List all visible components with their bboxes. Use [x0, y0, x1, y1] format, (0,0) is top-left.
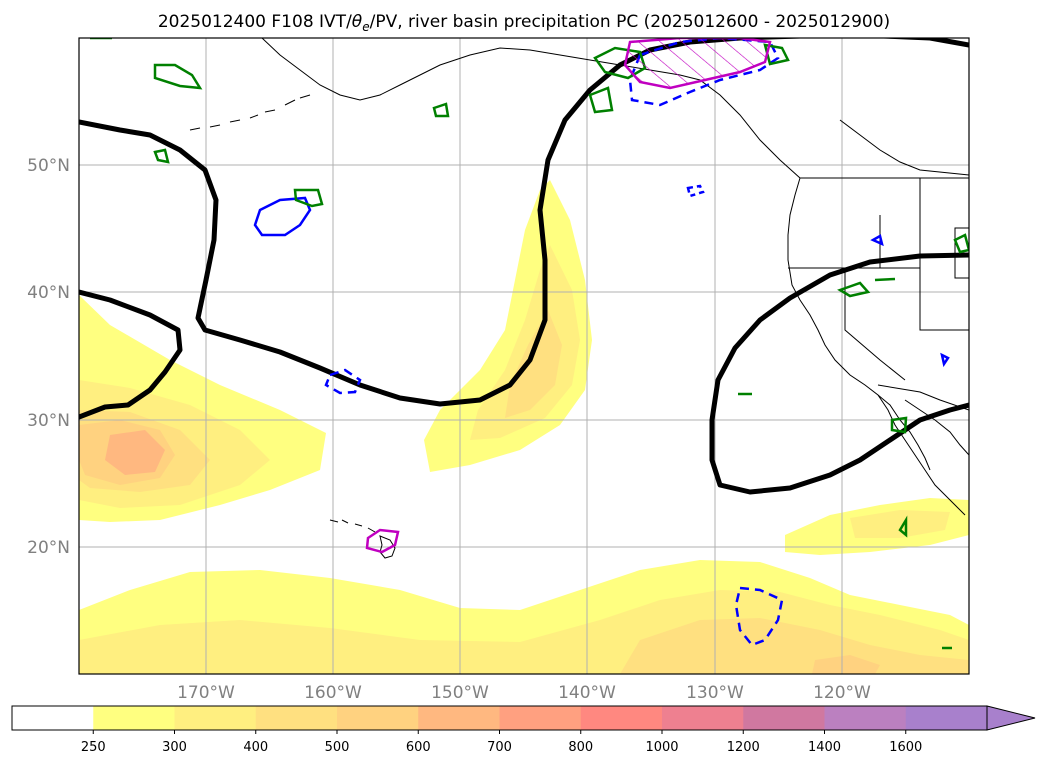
ivt-shading [79, 180, 969, 674]
ivt-region-central-3 [505, 310, 562, 418]
pv-contour-dashed-2 [734, 586, 784, 647]
colorbar-labels: 250 300 400 500 600 700 800 1000 1200 1400 1600 [81, 730, 922, 755]
lon-label-160w: 160°W [304, 683, 362, 703]
pv-contour-small-3 [940, 352, 950, 368]
green-contour-7 [763, 43, 790, 66]
colorbar-box [662, 706, 744, 730]
green-contour-2 [153, 148, 170, 164]
lon-label-130w: 130°W [686, 683, 744, 703]
colorbar-box [824, 706, 907, 730]
map-frame [78, 37, 970, 675]
canada-lines [839, 119, 969, 176]
green-contour-8 [837, 281, 871, 298]
ivt-region-south-3 [620, 618, 969, 674]
lon-labels: 170°W 160°W 150°W 140°W 130°W 120°W [177, 683, 871, 703]
pv-contour-dashed-1 [324, 368, 362, 395]
magenta-contour-hawaii [365, 528, 400, 554]
pv-contour-solid-1 [253, 196, 312, 237]
ivt-region-west-5 [105, 430, 165, 475]
lat-label-20: 20°N [27, 538, 70, 558]
colorbar-boxes [12, 706, 988, 730]
magenta-contours [365, 38, 772, 554]
colorbar-tick-label: 500 [325, 740, 350, 755]
colorbar-box [418, 706, 500, 730]
lon-label-150w: 150°W [431, 683, 489, 703]
colorbar: 250 300 400 500 600 700 800 1000 1200 1400 1600 [11, 705, 1036, 755]
colorbar-tick-label: 250 [81, 740, 106, 755]
green-contour-3 [293, 188, 324, 208]
coastlines [189, 38, 969, 516]
plot-title: 2025012400 F108 IVT/θe/PV, river basin p… [158, 12, 890, 34]
hawaii-islands [329, 519, 396, 559]
colorbar-tick-label: 300 [162, 740, 187, 755]
gridlines [79, 38, 969, 674]
green-contour-10 [890, 416, 908, 434]
colorbar-tick-label: 1400 [808, 740, 841, 755]
colorbar-box [743, 706, 825, 730]
green-contour-6 [588, 86, 614, 114]
aleutians [189, 94, 311, 131]
colorbar-tick-label: 600 [406, 740, 431, 755]
baja-california [877, 394, 931, 471]
lon-label-170w: 170°W [177, 683, 235, 703]
pv-contour-small-2 [870, 234, 884, 247]
green-contour-1 [153, 63, 203, 90]
alaska-coast [261, 38, 801, 179]
green-contour-12 [898, 515, 908, 538]
colorbar-tick-label: 400 [243, 740, 268, 755]
lat-labels: 20°N 30°N 40°N 50°N [27, 156, 70, 558]
ivt-region-east-2 [850, 510, 950, 538]
colorbar-box [337, 706, 419, 730]
colorbar-tick-label: 1200 [727, 740, 760, 755]
colorbar-box [93, 706, 175, 730]
green-contour-9 [874, 277, 896, 282]
green-contour-4 [432, 102, 450, 118]
colorbar-extend-arrow [986, 705, 1036, 731]
theta-e-contour-east [709, 252, 969, 495]
ivt-region-south-4 [812, 655, 880, 674]
colorbar-box [499, 706, 582, 730]
magenta-hatched-region [623, 38, 772, 90]
colorbar-tick-label: 1600 [889, 740, 922, 755]
colorbar-box [580, 706, 663, 730]
gulf-coast [904, 399, 969, 456]
north-america-coast [787, 177, 966, 516]
colorbar-box [12, 706, 94, 730]
colorbar-box [905, 706, 988, 730]
theta-e-contour-subtropical [79, 289, 183, 420]
colorbar-box [174, 706, 257, 730]
colorbar-box [255, 706, 338, 730]
pv-contour-small-1 [686, 184, 705, 198]
colorbar-tick-label: 1000 [645, 740, 678, 755]
lon-label-140w: 140°W [558, 683, 616, 703]
green-contour-13 [953, 233, 969, 254]
state-borders [788, 178, 969, 381]
lon-label-120w: 120°W [813, 683, 871, 703]
us-mexico-border [877, 384, 969, 411]
lat-label-30: 30°N [27, 411, 70, 431]
colorbar-tick-label: 800 [568, 740, 593, 755]
colorbar-tick-label: 700 [487, 740, 512, 755]
lat-label-40: 40°N [27, 283, 70, 303]
lat-label-50: 50°N [27, 156, 70, 176]
